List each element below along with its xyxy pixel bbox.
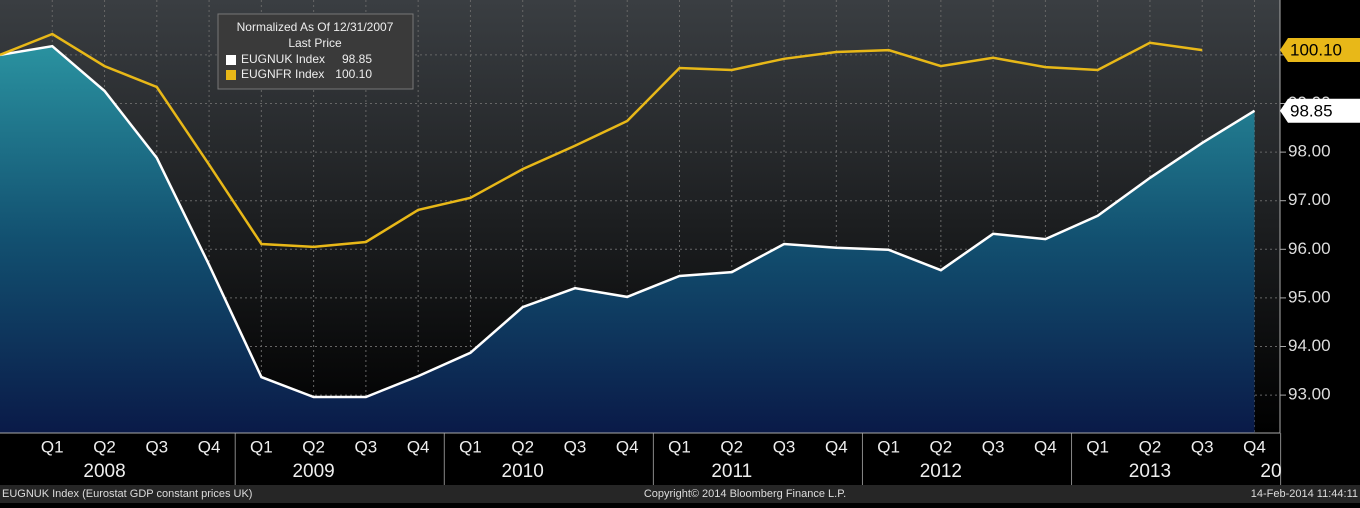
x-tick-label: Q3 — [145, 437, 168, 456]
legend-swatch — [226, 55, 236, 65]
year-label: 20 — [1260, 461, 1281, 482]
last-value-box — [1280, 98, 1360, 123]
x-tick-label: Q2 — [1139, 437, 1162, 456]
year-label: 2011 — [711, 461, 752, 482]
x-tick-label: Q1 — [41, 437, 64, 456]
x-tick-label: Q2 — [93, 437, 116, 456]
series-line — [0, 44, 1256, 399]
footer-right: 14-Feb-2014 11:44:11 — [1251, 488, 1358, 500]
footer-center: Copyright© 2014 Bloomberg Finance L.P. — [644, 488, 846, 500]
last-value-box — [1280, 38, 1360, 63]
x-tick-label: Q3 — [773, 437, 796, 456]
y-tick-label: 94.00 — [1288, 336, 1331, 355]
x-tick-label: Q2 — [930, 437, 953, 456]
legend-box — [217, 13, 414, 90]
y-tick-label: 96.00 — [1288, 239, 1331, 258]
x-tick-label: Q4 — [1243, 437, 1266, 456]
x-tick-label: Q2 — [720, 437, 743, 456]
y-tick-label: 98.00 — [1288, 142, 1331, 161]
year-label: 2012 — [920, 461, 962, 482]
x-tick-label: Q1 — [668, 437, 691, 456]
y-tick-label: 97.00 — [1288, 190, 1331, 209]
x-tick-label: Q4 — [1034, 437, 1057, 456]
x-tick-label: Q3 — [355, 437, 378, 456]
x-tick-label: Q3 — [982, 437, 1005, 456]
x-tick-label: Q1 — [877, 437, 900, 456]
x-tick-label: Q1 — [459, 437, 482, 456]
x-tick-label: Q3 — [1191, 437, 1214, 456]
legend-swatch — [226, 70, 236, 80]
x-tick-label: Q1 — [1086, 437, 1109, 456]
legend-value: 100.10 — [335, 67, 372, 81]
year-label: 2010 — [502, 461, 544, 482]
x-tick-label: Q4 — [616, 437, 639, 456]
x-tick-label: Q1 — [250, 437, 273, 456]
footer-left: EUGNUK Index (Eurostat GDP constant pric… — [2, 488, 252, 500]
x-tick-label: Q4 — [825, 437, 848, 456]
x-tick-label: Q4 — [407, 437, 430, 456]
x-tick-label: Q3 — [564, 437, 587, 456]
y-tick-label: 93.00 — [1288, 385, 1331, 404]
year-label: 2013 — [1129, 461, 1171, 482]
x-tick-label: Q2 — [302, 437, 325, 456]
x-tick-label: Q2 — [511, 437, 534, 456]
y-tick-label: 95.00 — [1288, 287, 1331, 306]
year-label: 2009 — [292, 461, 334, 482]
footer-bar — [0, 485, 1360, 503]
legend-label: EUGNUK Index — [241, 52, 325, 66]
year-label: 2008 — [83, 461, 125, 482]
legend-value: 98.85 — [342, 52, 372, 66]
x-tick-label: Q4 — [198, 437, 221, 456]
legend-label: EUGNFR Index — [241, 67, 324, 81]
series-line — [0, 32, 1203, 249]
last-value-label: 98.85 — [1290, 101, 1333, 120]
legend-subtitle: Last Price — [288, 36, 342, 50]
area — [0, 46, 1255, 433]
legend-title: Normalized As Of 12/31/2007 — [237, 20, 394, 34]
last-value-label: 100.10 — [1290, 41, 1342, 60]
